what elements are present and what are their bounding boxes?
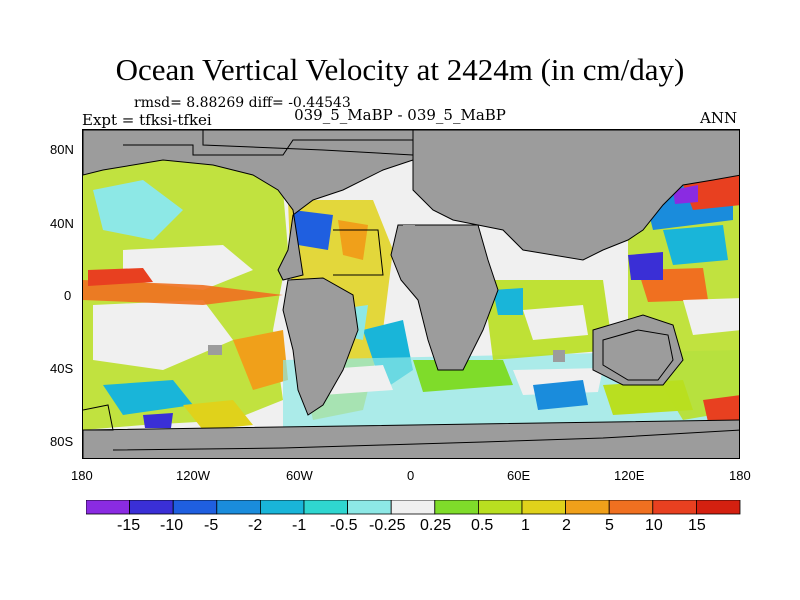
experiment-label: Expt = tfksi-tfkei: [82, 111, 212, 129]
legend-label: -2: [248, 517, 263, 534]
colorbar-swatches: [85, 499, 741, 515]
velocity-field: [83, 150, 739, 430]
x-tick-60e: 60E: [507, 468, 531, 483]
y-tick-40s: 40S: [50, 361, 74, 376]
x-tick-60w: 60W: [286, 468, 313, 483]
legend-label: 2: [562, 517, 571, 534]
legend-label: 0.5: [471, 517, 494, 534]
y-tick-80n: 80N: [50, 142, 74, 157]
colorbar-swatch: [390, 499, 436, 515]
legend-label: -10: [160, 517, 184, 534]
land-masses: [83, 130, 739, 458]
colorbar-swatch: [521, 499, 566, 515]
y-tick-0: 0: [64, 288, 72, 303]
legend-label: 5: [605, 517, 614, 534]
legend-label: -15: [117, 517, 141, 534]
season-label: ANN: [700, 109, 738, 127]
colorbar-swatch: [259, 499, 305, 515]
plot-title: Ocean Vertical Velocity at 2424m (in cm/…: [115, 52, 685, 87]
legend-label: -0.5: [330, 517, 358, 534]
colorbar-swatch: [172, 499, 218, 515]
land-north-america: [83, 130, 414, 281]
legend-label: 0.25: [420, 517, 452, 534]
colorbar-swatch: [129, 499, 174, 515]
colorbar-swatch: [565, 499, 610, 515]
land-south-america: [282, 277, 359, 416]
colorbar-swatch: [347, 499, 392, 515]
colorbar-swatch: [696, 499, 741, 515]
colorbar-swatch: [303, 499, 348, 515]
y-tick-80s: 80S: [50, 434, 74, 449]
colorbar-swatch: [652, 499, 697, 515]
x-tick-180e: 180: [729, 468, 751, 483]
velocity-map: [83, 130, 739, 458]
land-africa: [390, 224, 499, 371]
colorbar-swatch: [477, 499, 523, 515]
stats-line: rmsd= 8.88269 diff= -0.44543: [134, 95, 351, 111]
runs-label: 039_5_MaBP - 039_5_MaBP: [294, 106, 506, 124]
colorbar-swatch: [608, 499, 654, 515]
legend-label: -1: [292, 517, 307, 534]
land-eurasia: [412, 130, 739, 261]
colorbar-swatch: [216, 499, 261, 515]
x-tick-180w: 180: [71, 468, 93, 483]
y-tick-40n: 40N: [50, 216, 74, 231]
colorbar: [85, 499, 746, 515]
legend-label: -5: [204, 517, 219, 534]
legend-label: 15: [688, 517, 706, 534]
x-tick-120e: 120E: [614, 468, 645, 483]
map-panel: [82, 129, 740, 459]
x-tick-120w: 120W: [176, 468, 210, 483]
legend-label: -0.25: [369, 517, 406, 534]
colorbar-swatch: [434, 499, 479, 515]
x-tick-0: 0: [407, 468, 415, 483]
legend-label: 1: [521, 517, 530, 534]
legend-label: 10: [645, 517, 663, 534]
land-australia: [592, 314, 684, 386]
colorbar-swatch: [85, 499, 130, 515]
coastlines: [83, 139, 739, 451]
